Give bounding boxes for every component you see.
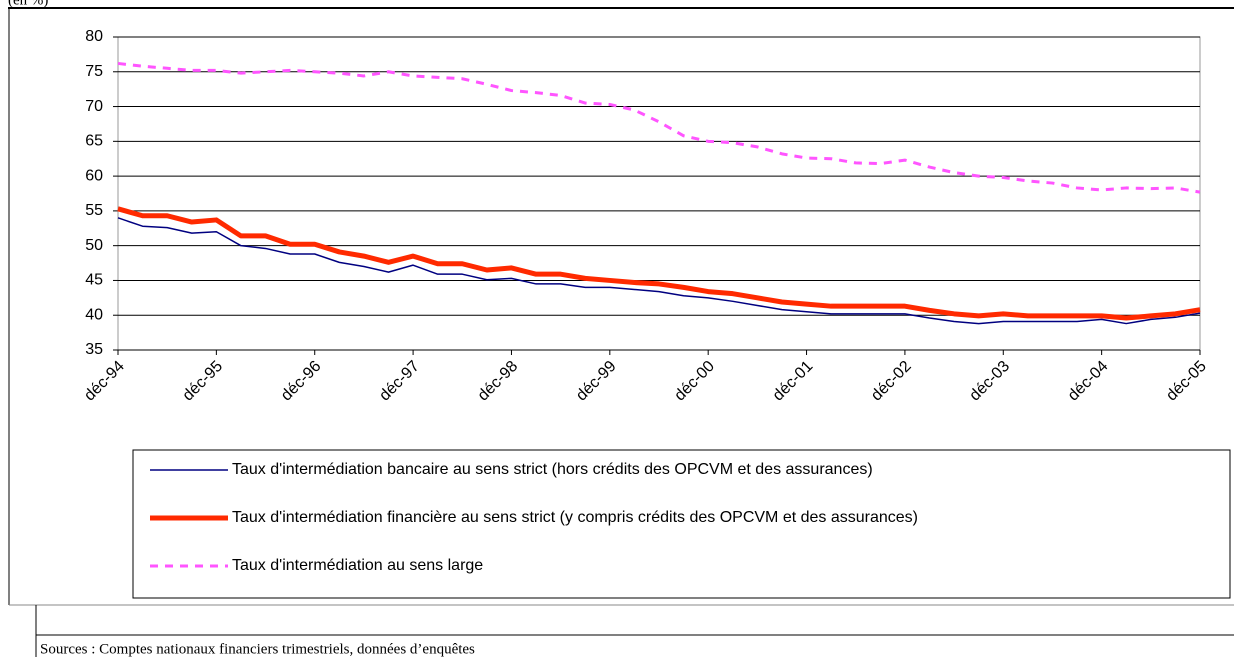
y-tick-label: 70	[85, 98, 103, 115]
plot-area	[117, 36, 1201, 351]
y-tick-label: 80	[85, 28, 103, 45]
page-header: (en %)	[8, 0, 48, 8]
series-line	[117, 206, 1201, 321]
legend	[132, 449, 1231, 599]
x-tick-label: déc-97	[376, 358, 423, 405]
y-tick-label: 60	[85, 167, 103, 184]
x-tick-label: déc-03	[966, 358, 1013, 405]
x-tick-label: déc-00	[671, 358, 718, 405]
y-tick-label: 55	[85, 202, 103, 219]
legend-label: Taux d'intermédiation financière au sens…	[232, 509, 918, 526]
series-line	[117, 217, 1201, 325]
x-tick-label: déc-98	[475, 358, 522, 405]
x-tick-label: déc-96	[278, 358, 325, 405]
y-tick-label: 75	[85, 63, 103, 80]
y-tick-label: 45	[85, 272, 103, 289]
y-tick-label: 65	[85, 133, 103, 150]
series-line	[117, 61, 1201, 194]
y-tick-label: 35	[85, 341, 103, 358]
y-tick-label: 40	[85, 306, 103, 323]
x-tick-label: déc-99	[573, 358, 620, 405]
x-tick-label: déc-95	[180, 358, 227, 405]
legend-label: Taux d'intermédiation au sens large	[232, 557, 483, 574]
y-tick-label: 50	[85, 237, 103, 254]
x-tick-label: déc-01	[770, 358, 817, 405]
source-note: Sources : Comptes nationaux financiers t…	[40, 641, 475, 657]
x-tick-label: déc-05	[1163, 358, 1210, 405]
x-tick-label: déc-94	[81, 358, 128, 405]
x-tick-label: déc-04	[1065, 358, 1112, 405]
legend-label: Taux d'intermédiation bancaire au sens s…	[232, 461, 873, 478]
x-tick-label: déc-02	[868, 358, 915, 405]
